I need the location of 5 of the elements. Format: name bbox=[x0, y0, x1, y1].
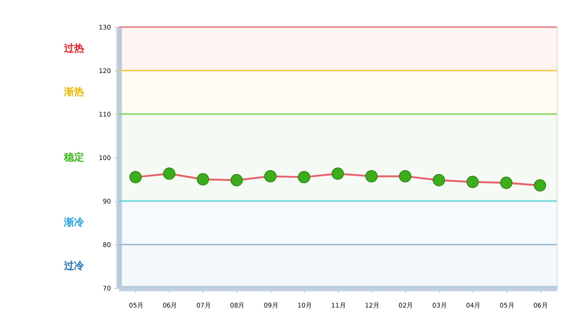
band-label: 过热 bbox=[62, 42, 84, 55]
band-label: 过冷 bbox=[62, 260, 85, 272]
band-label: 渐冷 bbox=[62, 216, 85, 229]
band-label: 稳定 bbox=[62, 151, 84, 164]
band-label: 渐热 bbox=[62, 86, 84, 98]
